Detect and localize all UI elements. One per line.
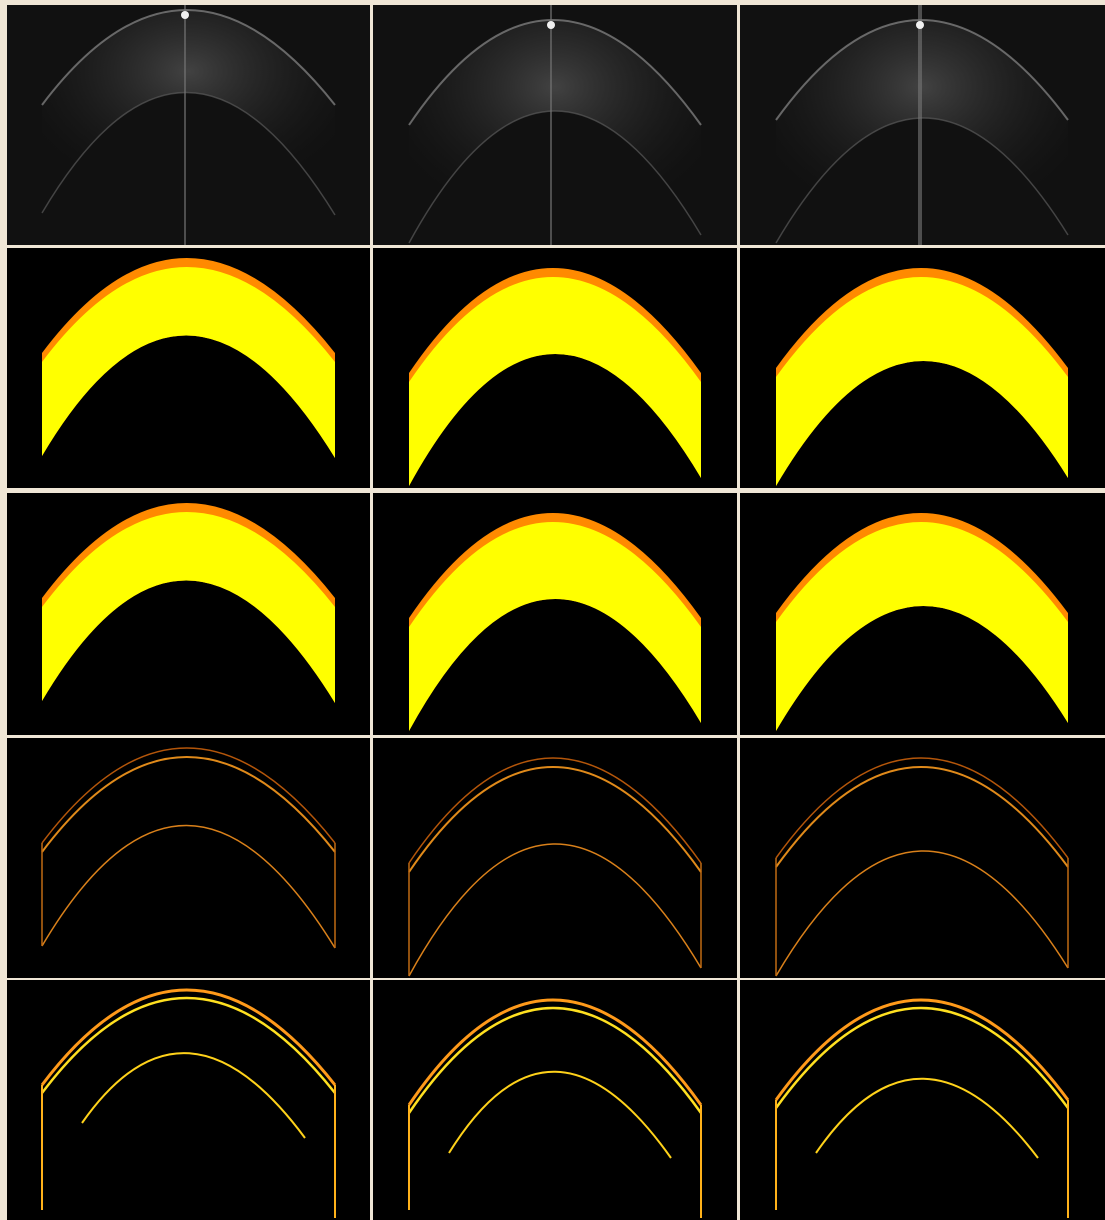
panel-background xyxy=(7,738,370,978)
panel xyxy=(740,248,1105,488)
figure-grid xyxy=(0,0,1105,1220)
page: (() => { const data = JSON.parse(documen… xyxy=(0,0,1105,1220)
panel xyxy=(7,738,370,978)
oct-apex-glint xyxy=(547,21,555,29)
panel-background xyxy=(373,738,737,978)
panel xyxy=(373,980,737,1220)
panel xyxy=(373,248,737,488)
oct-apex-glint xyxy=(916,21,924,29)
panel xyxy=(740,493,1105,735)
panel xyxy=(373,738,737,978)
panel-background xyxy=(740,980,1105,1220)
panel xyxy=(373,493,737,735)
panel xyxy=(740,5,1105,245)
panel xyxy=(7,5,370,245)
panel xyxy=(7,248,370,488)
oct-apex-glint xyxy=(181,11,189,19)
panel-background xyxy=(7,980,370,1220)
panel xyxy=(740,738,1105,978)
panel xyxy=(740,980,1105,1220)
panel xyxy=(7,493,370,735)
panel xyxy=(373,5,737,245)
panel-background xyxy=(373,980,737,1220)
panel xyxy=(7,980,370,1220)
